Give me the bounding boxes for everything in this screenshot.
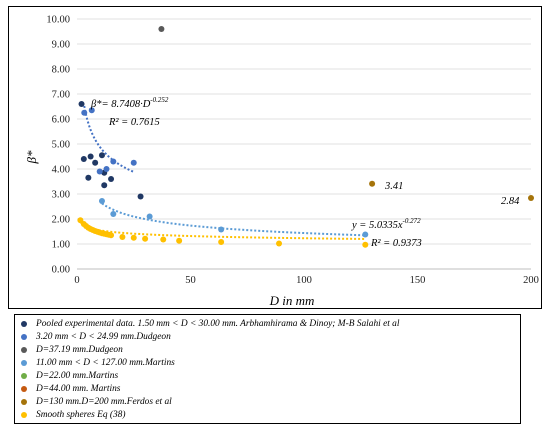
data-point: [137, 193, 144, 200]
equation-1: β*= 8.7408·D-0.252: [90, 96, 169, 110]
legend-marker: [21, 398, 27, 405]
legend-label: D=44.00 mm. Martins: [36, 383, 121, 394]
data-point: [98, 152, 105, 159]
y-axis-title: β*: [24, 150, 39, 164]
legend-marker: [21, 346, 27, 353]
data-point: [146, 213, 153, 220]
legend: Pooled experimental data. 1.50 mm < D < …: [14, 314, 521, 424]
data-point: [369, 180, 376, 187]
data-point: [218, 239, 225, 245]
y-tick-label: 8.00: [52, 65, 70, 76]
equation-2-r2: R² = 0.9373: [370, 238, 422, 249]
data-point: [130, 234, 137, 241]
data-point: [142, 235, 149, 242]
legend-label: 11.00 mm < D < 127.00 mm.Martins: [36, 357, 175, 368]
y-tick-label: 1.00: [52, 240, 70, 251]
data-point: [160, 236, 167, 243]
data-point: [362, 231, 369, 238]
data-point: [96, 168, 103, 175]
legend-label: 3.20 mm < D < 24.99 mm.Dudgeon: [36, 331, 171, 342]
legend-marker: [21, 333, 27, 340]
legend-label: Pooled experimental data. 1.50 mm < D < …: [36, 318, 400, 329]
data-point: [85, 174, 92, 181]
x-tick-label: 150: [410, 275, 426, 286]
equation-1-r2: R² = 0.7615: [108, 117, 160, 128]
legend-label: D=37.19 mm.Dudgeon: [36, 344, 123, 355]
y-tick-label: 5.00: [52, 140, 70, 151]
legend-marker: [21, 385, 27, 392]
data-point: [88, 107, 95, 114]
legend-label: Smooth spheres Eq (38): [36, 409, 126, 420]
legend-item: D=37.19 mm.Dudgeon: [21, 343, 520, 356]
data-point: [110, 211, 117, 217]
data-label-284: 2.84: [501, 196, 520, 207]
x-tick-label: 100: [296, 275, 312, 286]
y-tick-label: 2.00: [52, 215, 70, 226]
y-tick-label: 4.00: [52, 165, 70, 176]
trendline: [79, 221, 366, 240]
legend-item: 11.00 mm < D < 127.00 mm.Martins: [21, 356, 520, 369]
legend-marker: [21, 372, 27, 379]
legend-item: 3.20 mm < D < 24.99 mm.Dudgeon: [21, 330, 520, 343]
chart-frame: 0.00 1.00 2.00 3.00 4.00 5.00 6.00 7.00 8.00 9.00…: [8, 6, 542, 309]
data-point: [119, 234, 126, 240]
data-point: [103, 166, 110, 172]
equation-2: y = 5.0335x-0.272: [351, 217, 421, 231]
legend-label: D=22.00 mm.Martins: [36, 370, 119, 381]
legend-marker: [21, 320, 27, 327]
data-point: [176, 237, 183, 244]
data-point: [108, 176, 115, 182]
legend-item: Smooth spheres Eq (38): [21, 408, 520, 421]
legend-item: Pooled experimental data. 1.50 mm < D < …: [21, 317, 520, 330]
legend-item: D=44.00 mm. Martins: [21, 382, 520, 395]
legend-item: D=22.00 mm.Martins: [21, 369, 520, 382]
y-tick-label: 0.00: [52, 265, 70, 276]
data-point: [108, 232, 115, 239]
data-point: [130, 159, 137, 166]
grid-lines: [77, 18, 531, 270]
data-point: [81, 109, 88, 116]
trendline: [83, 105, 135, 173]
axes: 0.00 1.00 2.00 3.00 4.00 5.00 6.00 7.00 8.00 9.00…: [46, 15, 539, 287]
y-tick-label: 9.00: [52, 40, 70, 51]
legend-label: D=130 mm.D=200 mm.Ferdos et al: [36, 396, 172, 407]
legend-item: D=130 mm.D=200 mm.Ferdos et al: [21, 395, 520, 408]
data-point: [158, 26, 165, 32]
x-axis-title: D in mm: [269, 293, 315, 308]
data-point: [78, 101, 85, 107]
chart-plot: 0.00 1.00 2.00 3.00 4.00 5.00 6.00 7.00 8.00 9.00…: [24, 15, 539, 309]
data-points: [77, 26, 534, 248]
data-point: [218, 226, 225, 233]
y-tick-label: 10.00: [46, 15, 70, 26]
x-tick-label: 200: [523, 275, 539, 286]
y-tick-label: 3.00: [52, 190, 70, 201]
data-point: [80, 156, 87, 162]
legend-marker: [21, 359, 27, 366]
trendlines: [79, 105, 366, 240]
x-tick-label: 0: [74, 275, 79, 286]
data-point: [87, 153, 94, 160]
data-point: [101, 182, 108, 189]
data-label-341: 3.41: [384, 181, 403, 192]
y-tick-label: 7.00: [52, 90, 70, 101]
data-point: [528, 195, 534, 201]
data-point: [98, 198, 105, 204]
annotations: β* D in mm β*= 8.7408·D-0.252 R² = 0.761…: [24, 96, 520, 308]
data-point: [276, 240, 283, 247]
legend-marker: [21, 411, 27, 418]
y-tick-label: 6.00: [52, 115, 70, 126]
data-point: [92, 159, 99, 166]
data-point: [110, 158, 117, 165]
data-point: [362, 241, 369, 248]
x-tick-label: 50: [185, 275, 196, 286]
